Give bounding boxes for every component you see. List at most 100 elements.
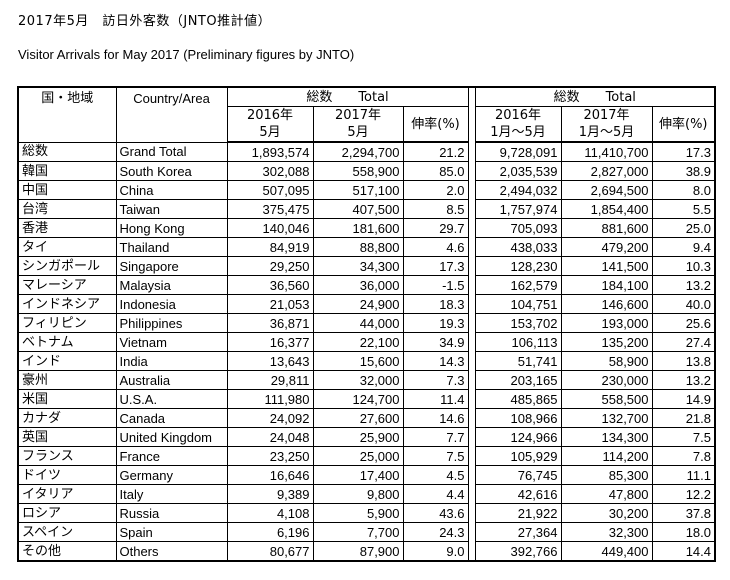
cell-region-jp: ベトナム: [17, 332, 117, 352]
cell-cumulative-2016: 2,494,032: [474, 180, 562, 200]
cell-growth-cumulative: 13.2: [651, 370, 716, 390]
header-month-2017: 2017年 5月: [312, 106, 404, 143]
cell-growth-cumulative: 11.1: [651, 465, 716, 485]
cell-growth-cumulative: 27.4: [651, 332, 716, 352]
cell-may-2017: 17,400: [312, 465, 404, 485]
cell-may-2017: 181,600: [312, 218, 404, 238]
cell-may-2016: 23,250: [226, 446, 314, 466]
cell-growth-cumulative: 17.3: [651, 141, 716, 162]
cell-cumulative-2017: 184,100: [560, 275, 653, 295]
cell-growth-cumulative: 25.0: [651, 218, 716, 238]
cell-growth-month: 18.3: [402, 294, 469, 314]
table-row: マレーシア Malaysia 36,560 36,000 -1.5 162,579 184,…: [17, 275, 716, 295]
cell-growth-month: 7.7: [402, 427, 469, 447]
cell-growth-cumulative: 21.8: [651, 408, 716, 428]
header-month-2017-year: 2017年: [334, 108, 382, 123]
cell-may-2016: 36,560: [226, 275, 314, 295]
cell-region-jp: ドイツ: [17, 465, 117, 485]
cell-region-en: South Korea: [115, 161, 228, 181]
cell-cumulative-2016: 162,579: [474, 275, 562, 295]
table-row: 総数 Grand Total 1,893,574 2,294,700 21.2 9,728…: [17, 141, 716, 162]
cell-may-2016: 16,646: [226, 465, 314, 485]
cell-cumulative-2017: 47,800: [560, 484, 653, 504]
cell-growth-month: 17.3: [402, 256, 469, 276]
cell-region-en: Russia: [115, 503, 228, 523]
cell-may-2017: 87,900: [312, 541, 404, 562]
cell-may-2016: 4,108: [226, 503, 314, 523]
cell-region-jp: インド: [17, 351, 117, 371]
cell-cumulative-2016: 2,035,539: [474, 161, 562, 181]
cell-region-en: Indonesia: [115, 294, 228, 314]
cell-may-2017: 7,700: [312, 522, 404, 542]
table-row: 米国 U.S.A. 111,980 124,700 11.4 485,865 558,500…: [17, 389, 716, 409]
cell-cumulative-2017: 114,200: [560, 446, 653, 466]
header-month-2017-month: 5月: [347, 125, 369, 140]
header-growth-cumulative: 伸率(%): [651, 106, 716, 143]
cell-may-2016: 1,893,574: [226, 141, 314, 162]
cell-cumulative-2017: 141,500: [560, 256, 653, 276]
cell-cumulative-2016: 203,165: [474, 370, 562, 390]
cell-growth-cumulative: 40.0: [651, 294, 716, 314]
cell-may-2016: 36,871: [226, 313, 314, 333]
cell-growth-month: 24.3: [402, 522, 469, 542]
column-gap: [467, 503, 476, 523]
cell-region-jp: スペイン: [17, 522, 117, 542]
cell-cumulative-2016: 51,741: [474, 351, 562, 371]
cell-region-jp: 中国: [17, 180, 117, 200]
cell-region-jp: 香港: [17, 218, 117, 238]
cell-growth-cumulative: 10.3: [651, 256, 716, 276]
column-gap: [467, 87, 476, 142]
table-row: ベトナム Vietnam 16,377 22,100 34.9 106,113 135,20…: [17, 332, 716, 352]
cell-cumulative-2017: 58,900: [560, 351, 653, 371]
cell-may-2016: 6,196: [226, 522, 314, 542]
table-row: 英国 United Kingdom 24,048 25,900 7.7 124,966 13…: [17, 427, 716, 447]
cell-region-jp: フィリピン: [17, 313, 117, 333]
cell-growth-month: 43.6: [402, 503, 469, 523]
header-region-jp: 国・地域: [17, 86, 117, 143]
column-gap: [467, 199, 476, 219]
cell-growth-month: 85.0: [402, 161, 469, 181]
cell-may-2017: 36,000: [312, 275, 404, 295]
cell-may-2017: 558,900: [312, 161, 404, 181]
column-gap: [467, 446, 476, 466]
table-row: ロシア Russia 4,108 5,900 43.6 21,922 30,200 37.8: [17, 503, 716, 523]
cell-growth-cumulative: 13.8: [651, 351, 716, 371]
table-row: タイ Thailand 84,919 88,800 4.6 438,033 479,200 9…: [17, 237, 716, 257]
cell-may-2017: 124,700: [312, 389, 404, 409]
cell-growth-month: 4.4: [402, 484, 469, 504]
cell-region-en: United Kingdom: [115, 427, 228, 447]
header-month-2016-month: 5月: [259, 125, 281, 140]
cell-growth-cumulative: 12.2: [651, 484, 716, 504]
table-row: 台湾 Taiwan 375,475 407,500 8.5 1,757,974 1,854,…: [17, 199, 716, 219]
cell-region-jp: イタリア: [17, 484, 117, 504]
cell-may-2017: 25,900: [312, 427, 404, 447]
cell-region-jp: 台湾: [17, 199, 117, 219]
cell-growth-month: 8.5: [402, 199, 469, 219]
table-row: インド India 13,643 15,600 14.3 51,741 58,900 13.8: [17, 351, 716, 371]
table-row: シンガポール Singapore 29,250 34,300 17.3 128,230 14…: [17, 256, 716, 276]
cell-may-2016: 302,088: [226, 161, 314, 181]
cell-growth-cumulative: 5.5: [651, 199, 716, 219]
table-row: スペイン Spain 6,196 7,700 24.3 27,364 32,300 18.0: [17, 522, 716, 542]
column-gap: [467, 237, 476, 257]
cell-cumulative-2017: 32,300: [560, 522, 653, 542]
header-cumulative-2016-year: 2016年: [494, 108, 542, 123]
column-gap: [467, 465, 476, 485]
cell-cumulative-2017: 11,410,700: [560, 141, 653, 162]
column-gap: [467, 427, 476, 447]
cell-region-en: Spain: [115, 522, 228, 542]
cell-cumulative-2016: 128,230: [474, 256, 562, 276]
cell-cumulative-2017: 558,500: [560, 389, 653, 409]
cell-region-en: Grand Total: [115, 141, 228, 162]
table-row: 韓国 South Korea 302,088 558,900 85.0 2,035,539…: [17, 161, 716, 181]
table-row: インドネシア Indonesia 21,053 24,900 18.3 104,751 14…: [17, 294, 716, 314]
cell-growth-month: 29.7: [402, 218, 469, 238]
cell-cumulative-2016: 392,766: [474, 541, 562, 562]
cell-cumulative-2016: 106,113: [474, 332, 562, 352]
table-row: 豪州 Australia 29,811 32,000 7.3 203,165 230,000…: [17, 370, 716, 390]
cell-growth-month: 4.5: [402, 465, 469, 485]
cell-region-en: Australia: [115, 370, 228, 390]
cell-growth-month: 34.9: [402, 332, 469, 352]
cell-region-en: India: [115, 351, 228, 371]
column-gap: [467, 256, 476, 276]
